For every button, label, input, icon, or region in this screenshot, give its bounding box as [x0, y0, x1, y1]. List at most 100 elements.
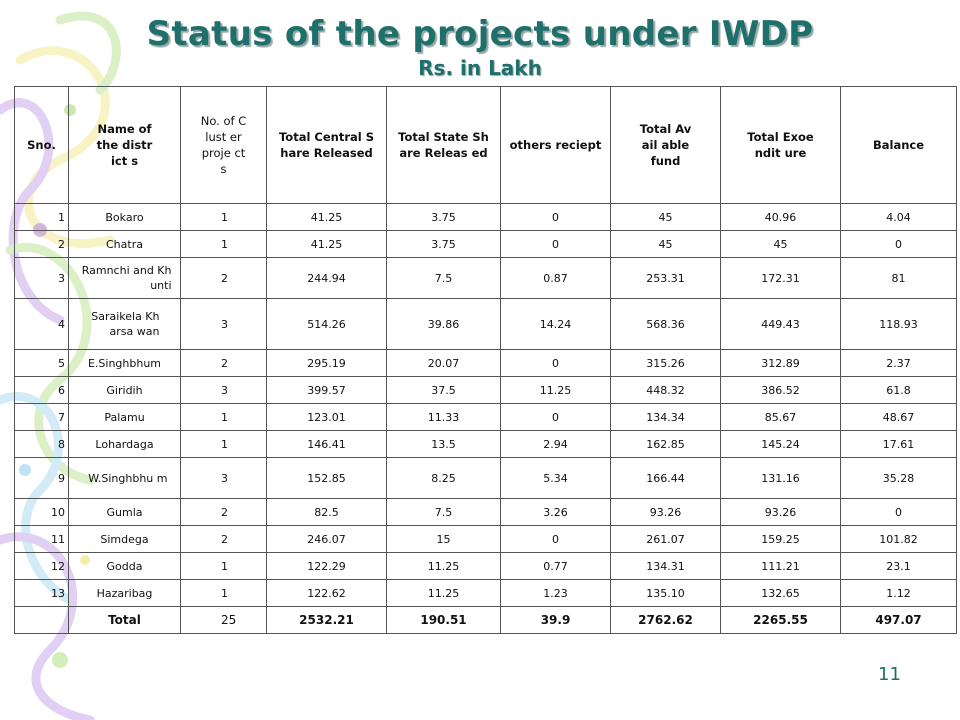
table-cell: 3	[180, 376, 267, 404]
table-cell: 0	[500, 230, 611, 258]
table-cell: 81	[840, 257, 957, 299]
table-cell: 261.07	[610, 525, 721, 553]
table-cell: 3.75	[386, 230, 501, 258]
table-cell: 3	[180, 457, 267, 499]
table-cell: 399.57	[266, 376, 387, 404]
table-cell: 134.31	[610, 552, 721, 580]
table-cell: 1	[180, 579, 267, 607]
table-cell: 312.89	[720, 349, 841, 377]
table-row: 12 Godda 1 122.29 11.25 0.77 134.31 111.21 23.1	[14, 552, 957, 580]
table-cell: 11.25	[500, 376, 611, 404]
table-cell: 449.43	[720, 298, 841, 350]
table-cell: 0	[500, 403, 611, 431]
table-cell: 2	[180, 257, 267, 299]
table-total-row: Total 25 2532.21 190.51 39.9 2762.62 2265.55 49…	[14, 606, 957, 634]
table-cell: 10	[14, 498, 69, 526]
table-cell: 145.24	[720, 430, 841, 458]
table-cell: 0	[840, 498, 957, 526]
table-row: 7 Palamu 1 123.01 11.33 0 134.34 85.67 48.67	[14, 403, 957, 431]
table-cell: 45	[610, 230, 721, 258]
table-cell: 0	[500, 349, 611, 377]
table-cell: 35.28	[840, 457, 957, 499]
header-expenditure: Total Exoendit ure	[720, 86, 841, 204]
table-total-cell: 2532.21	[266, 606, 387, 634]
table-total-cell: 497.07	[840, 606, 957, 634]
table-cell: Chatra	[68, 230, 181, 258]
table-total-cell: 2265.55	[720, 606, 841, 634]
table-cell: 2.94	[500, 430, 611, 458]
table-cell: 14.24	[500, 298, 611, 350]
table-cell: 123.01	[266, 403, 387, 431]
table-total-cell: Total	[68, 606, 181, 634]
header-available-fund: Total Avail able fund	[610, 86, 721, 204]
table-cell: 1.23	[500, 579, 611, 607]
table-total-cell: 2762.62	[610, 606, 721, 634]
table-row: 10 Gumla 2 82.5 7.5 3.26 93.26 93.26 0	[14, 498, 957, 526]
header-balance: Balance	[840, 86, 957, 204]
table-header-row: Sno. Name of the district s No. of Clust…	[14, 86, 957, 204]
table-cell: 3.75	[386, 203, 501, 231]
table-cell: 1	[180, 403, 267, 431]
table-cell: 41.25	[266, 203, 387, 231]
table-row: 1 Bokaro 1 41.25 3.75 0 45 40.96 4.04	[14, 203, 957, 231]
table-row: 4 Saraikela Kharsa wan 3 514.26 39.86 14.24 56…	[14, 298, 957, 350]
table-cell: 85.67	[720, 403, 841, 431]
table-row: 9 W.Singhbhu m 3 152.85 8.25 5.34 166.44 131.16…	[14, 457, 957, 499]
table-cell: 135.10	[610, 579, 721, 607]
table-cell: 6	[14, 376, 69, 404]
table-cell: 17.61	[840, 430, 957, 458]
table-cell: 40.96	[720, 203, 841, 231]
table-cell: 146.41	[266, 430, 387, 458]
table-cell: 152.85	[266, 457, 387, 499]
header-state-share: Total State Share Releas ed	[386, 86, 501, 204]
table-cell: 2	[180, 525, 267, 553]
table-cell: 166.44	[610, 457, 721, 499]
table-cell: Giridih	[68, 376, 181, 404]
table-row: 8 Lohardaga 1 146.41 13.5 2.94 162.85 145.24 17.…	[14, 430, 957, 458]
table-cell: 246.07	[266, 525, 387, 553]
table-cell: 386.52	[720, 376, 841, 404]
dot-green-2	[52, 652, 68, 668]
table-cell: Bokaro	[68, 203, 181, 231]
table-cell: 39.86	[386, 298, 501, 350]
table-cell: 4	[14, 298, 69, 350]
table-cell: 253.31	[610, 257, 721, 299]
table-cell: 101.82	[840, 525, 957, 553]
table-cell: 3	[180, 298, 267, 350]
table-total-cell: 39.9	[500, 606, 611, 634]
table-row: 2 Chatra 1 41.25 3.75 0 45 45 0	[14, 230, 957, 258]
table-cell: 5	[14, 349, 69, 377]
table-cell: 11.25	[386, 579, 501, 607]
table-cell: 7.5	[386, 498, 501, 526]
table-cell: 82.5	[266, 498, 387, 526]
table-cell: Simdega	[68, 525, 181, 553]
table-cell: 0	[840, 230, 957, 258]
header-others-receipt: others reciept	[500, 86, 611, 204]
table-cell: Hazaribag	[68, 579, 181, 607]
table-cell: 45	[720, 230, 841, 258]
table-row: 3 Ramnchi and Khunti 2 244.94 7.5 0.87 253.31 1…	[14, 257, 957, 299]
table-cell: 9	[14, 457, 69, 499]
table-cell: 8.25	[386, 457, 501, 499]
table-cell: 45	[610, 203, 721, 231]
table-cell: 2	[180, 349, 267, 377]
table-cell: 13.5	[386, 430, 501, 458]
table-row: 13 Hazaribag 1 122.62 11.25 1.23 135.10 132.65 1…	[14, 579, 957, 607]
table-cell: 131.16	[720, 457, 841, 499]
table-cell: 13	[14, 579, 69, 607]
table-cell: Lohardaga	[68, 430, 181, 458]
table-cell: 12	[14, 552, 69, 580]
table-cell: 41.25	[266, 230, 387, 258]
table-cell: 93.26	[720, 498, 841, 526]
table-cell: 514.26	[266, 298, 387, 350]
table-cell: 1	[180, 203, 267, 231]
table-cell: 122.29	[266, 552, 387, 580]
table-cell: Ramnchi and Khunti	[68, 257, 181, 299]
table-cell: 172.31	[720, 257, 841, 299]
table-cell: 0	[500, 525, 611, 553]
table-cell: 0	[500, 203, 611, 231]
table-cell: 37.5	[386, 376, 501, 404]
table-cell: 2	[14, 230, 69, 258]
table-cell: 48.67	[840, 403, 957, 431]
table-cell: 118.93	[840, 298, 957, 350]
